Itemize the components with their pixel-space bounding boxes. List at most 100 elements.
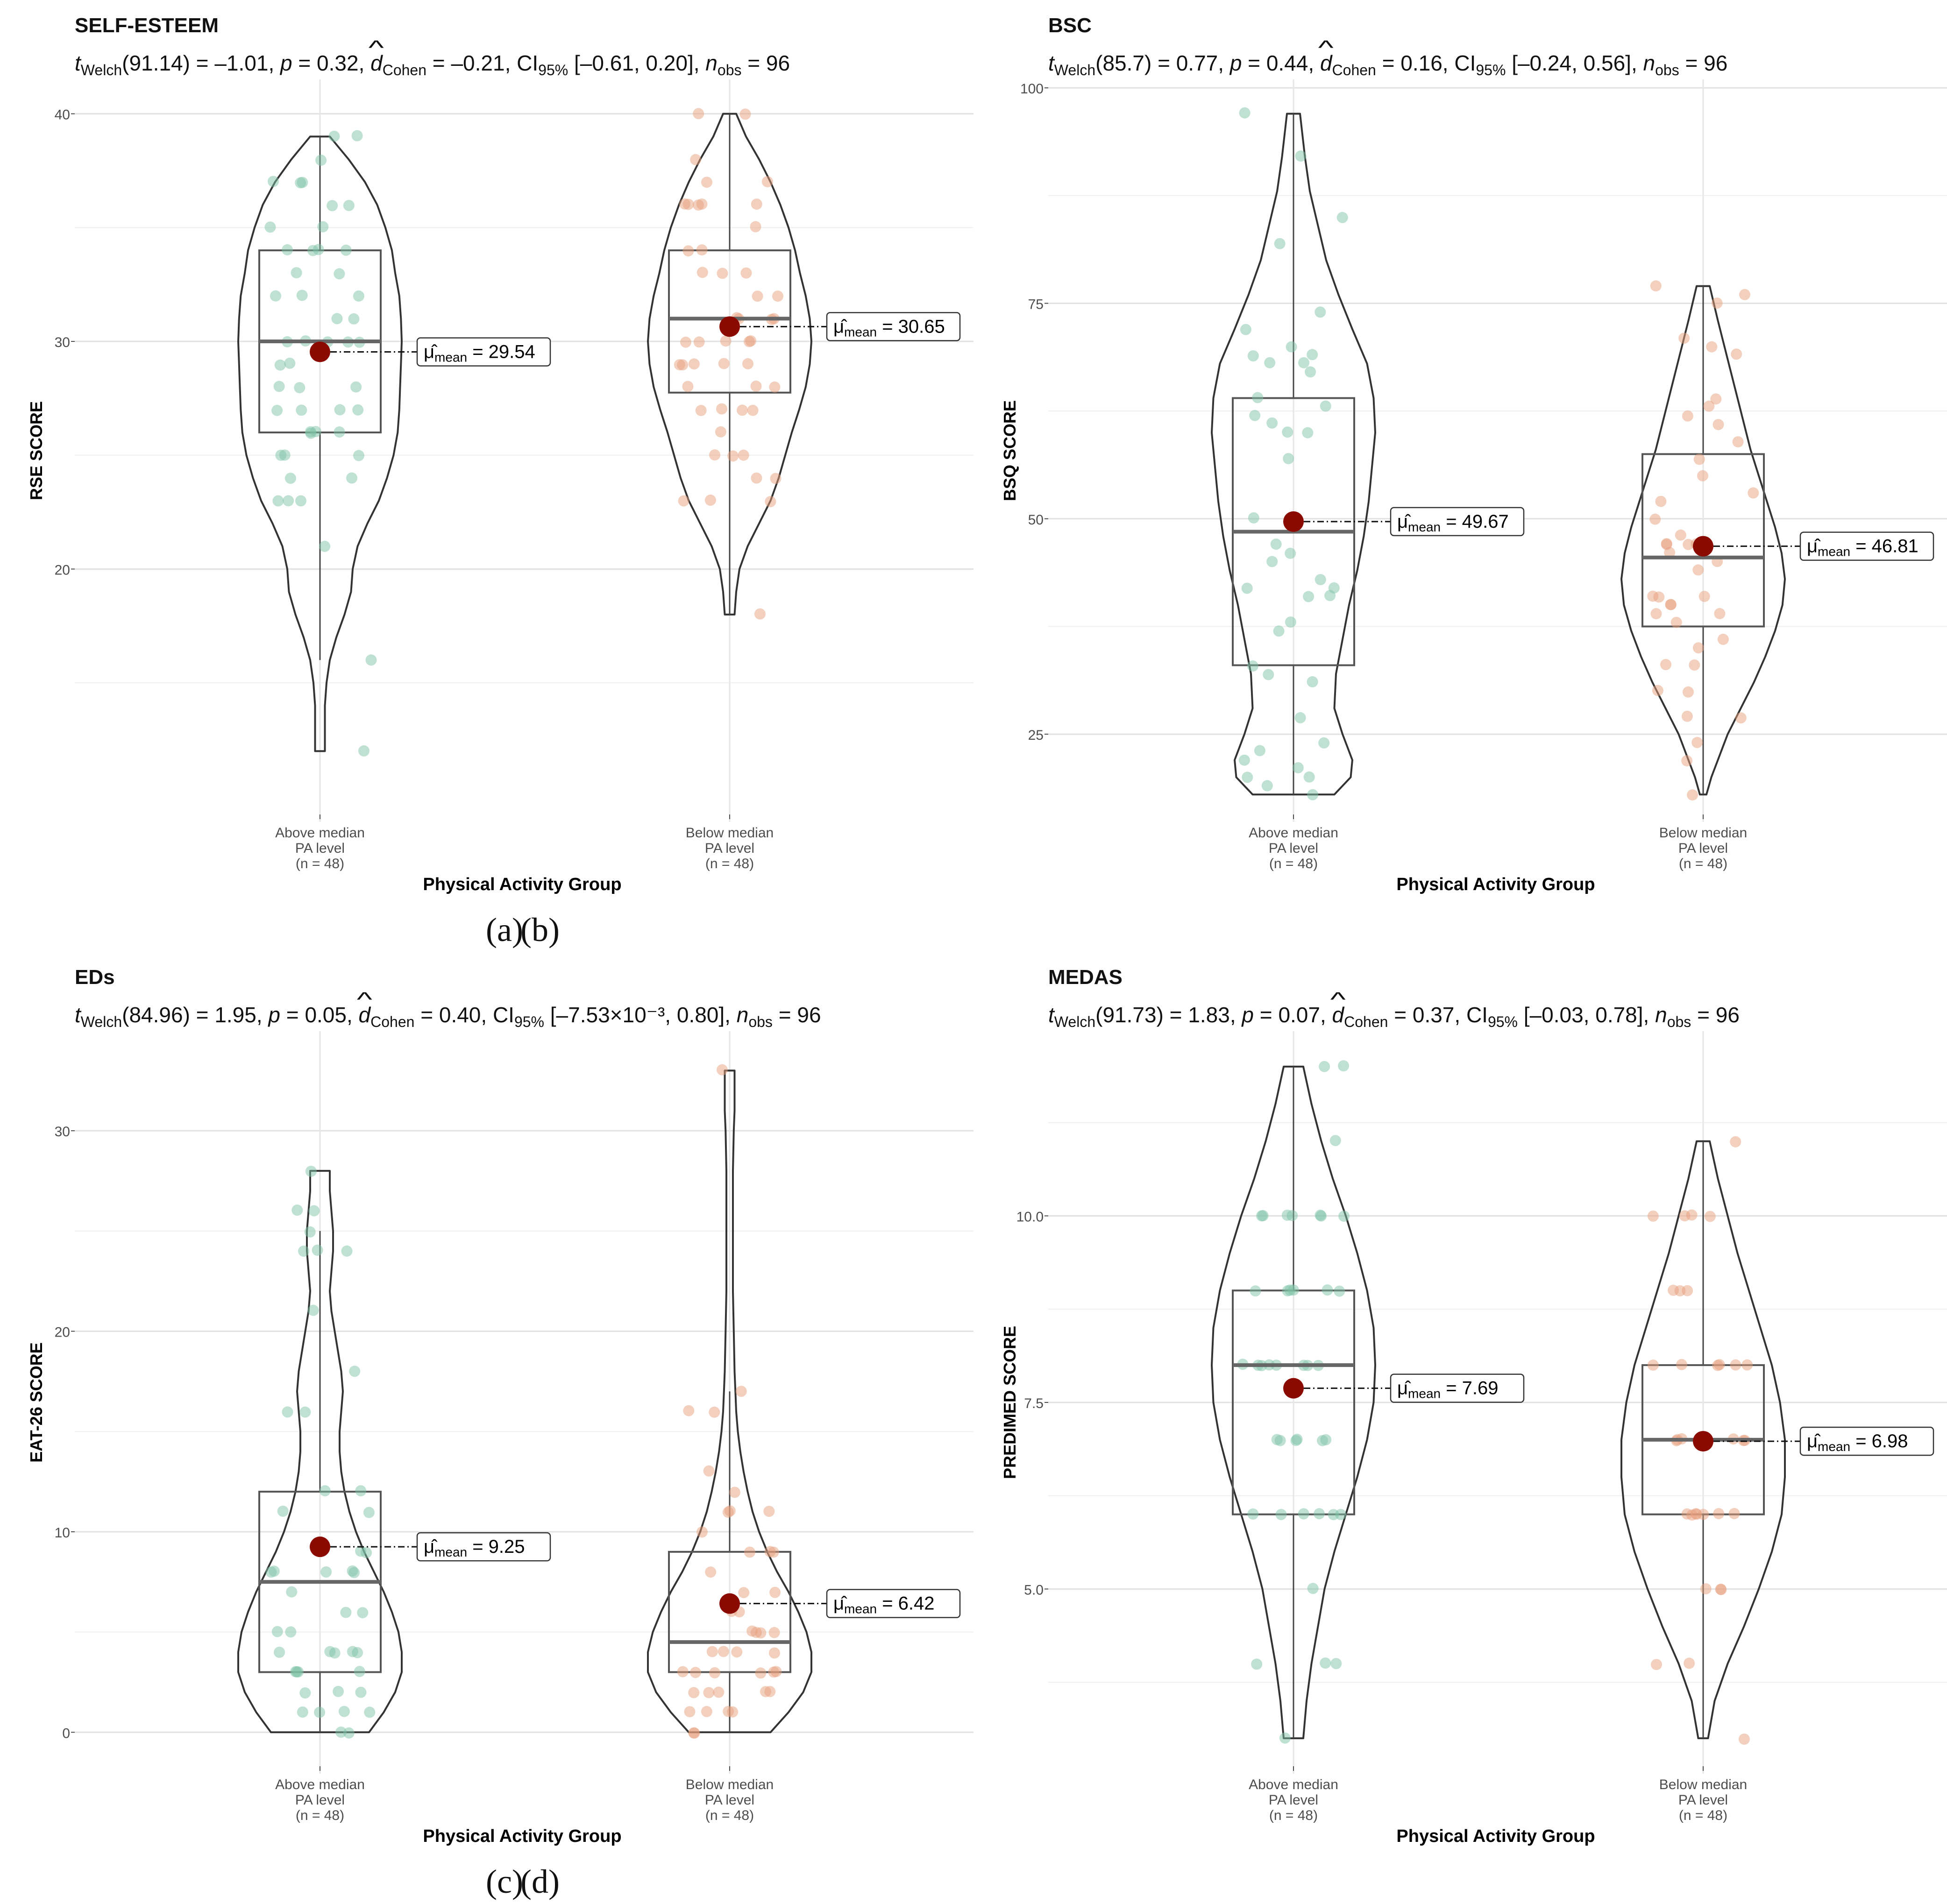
data-point [716,403,727,415]
data-point [1739,289,1750,300]
data-point [331,313,343,325]
data-point [1319,1061,1330,1072]
mean-marker [310,1536,330,1557]
data-point [1686,1209,1698,1221]
data-point [1320,400,1331,412]
data-point [677,359,689,371]
data-point [305,1166,317,1177]
data-point [1292,762,1304,773]
stat-p: 0.32 [317,51,359,75]
stat-ci: [–0.61, 0.20] [574,51,694,75]
data-point [313,244,324,255]
data-point [717,268,728,279]
data-point [763,1506,775,1517]
data-point [1286,1210,1298,1221]
data-point [690,154,702,165]
mean-label-text: μ̂mean = 6.98 [1807,1431,1908,1454]
data-point [1305,366,1316,378]
panel-sublabel: (b) [520,911,560,948]
data-point [1322,1284,1333,1296]
x-tick-label: PA level [1678,1792,1728,1808]
mean-label-text: μ̂mean = 6.42 [833,1593,935,1616]
data-point [1647,590,1659,602]
data-point [1704,1210,1716,1222]
data-point [1655,495,1667,507]
y-tick-label: 10.0 [1016,1210,1044,1225]
box [1641,453,1765,628]
data-point [271,404,283,416]
data-point [270,290,281,302]
stat-t: 1.83 [1188,1003,1230,1027]
panel-sublabel: (a) [486,911,523,948]
mean-marker [1283,1378,1304,1399]
data-point [1741,1359,1753,1371]
data-point [349,1366,361,1377]
mean-label-box [1799,1426,1934,1456]
data-point [740,267,752,279]
data-point [1274,1435,1286,1446]
data-point [1650,608,1662,620]
data-point [1681,710,1693,722]
data-point [750,1627,762,1638]
data-point [264,221,276,233]
data-point [295,177,306,189]
data-point [274,1647,285,1658]
data-point [1241,582,1253,594]
data-point [754,608,766,620]
data-point [1689,659,1700,671]
data-point [727,450,739,462]
data-point [713,1686,725,1698]
mean-label-box [1390,507,1525,537]
data-point [363,1507,375,1518]
data-point [297,1706,308,1718]
data-point [1738,1734,1750,1745]
plot-area: 20 30 40 RSE SCORE Physical Activity Group Ab… [27,79,974,894]
data-point [268,176,279,187]
data-point [1302,427,1314,439]
y-tick-label: 0 [62,1726,70,1741]
data-point [1307,676,1318,687]
data-point [291,267,302,278]
data-point [1239,107,1251,119]
data-point [696,244,708,256]
stat-p: 0.05 [305,1003,347,1027]
data-point [1266,417,1278,429]
data-point [357,1607,369,1619]
data-point [1661,538,1672,550]
mean-marker [310,341,330,362]
data-point [1711,297,1723,309]
data-point [735,1386,747,1397]
data-point [1647,1210,1659,1222]
x-tick-label: Below median [686,1777,774,1792]
x-tick-label: (n = 48) [296,1808,344,1823]
data-point [294,382,306,394]
data-point [291,1666,303,1678]
data-point [1713,1508,1725,1520]
data-point [298,1246,310,1257]
stat-n: 96 [1704,51,1728,75]
data-point [333,1685,344,1697]
data-point [1675,529,1686,541]
y-tick-label: 30 [55,1124,70,1140]
mean-label-text: μ̂mean = 46.81 [1807,536,1919,559]
data-point [355,1686,367,1698]
x-axis-title: Physical Activity Group [423,1826,621,1846]
data-point [341,1245,353,1257]
x-tick-label: (n = 48) [296,856,344,871]
data-point [769,381,781,393]
data-point [1691,736,1703,748]
data-point [750,221,761,233]
grid [75,79,974,822]
data-point [1714,608,1726,619]
mean-label: μ̂mean = 6.42 [826,1589,961,1618]
data-point [295,495,306,507]
panel-sublabel: (d) [520,1863,560,1900]
data-point [1318,737,1330,749]
data-point [296,404,307,416]
data-point [338,1706,350,1717]
data-point [1247,1508,1259,1520]
grid [1048,79,1947,822]
data-point [1320,1657,1331,1669]
data-point [1285,616,1296,628]
